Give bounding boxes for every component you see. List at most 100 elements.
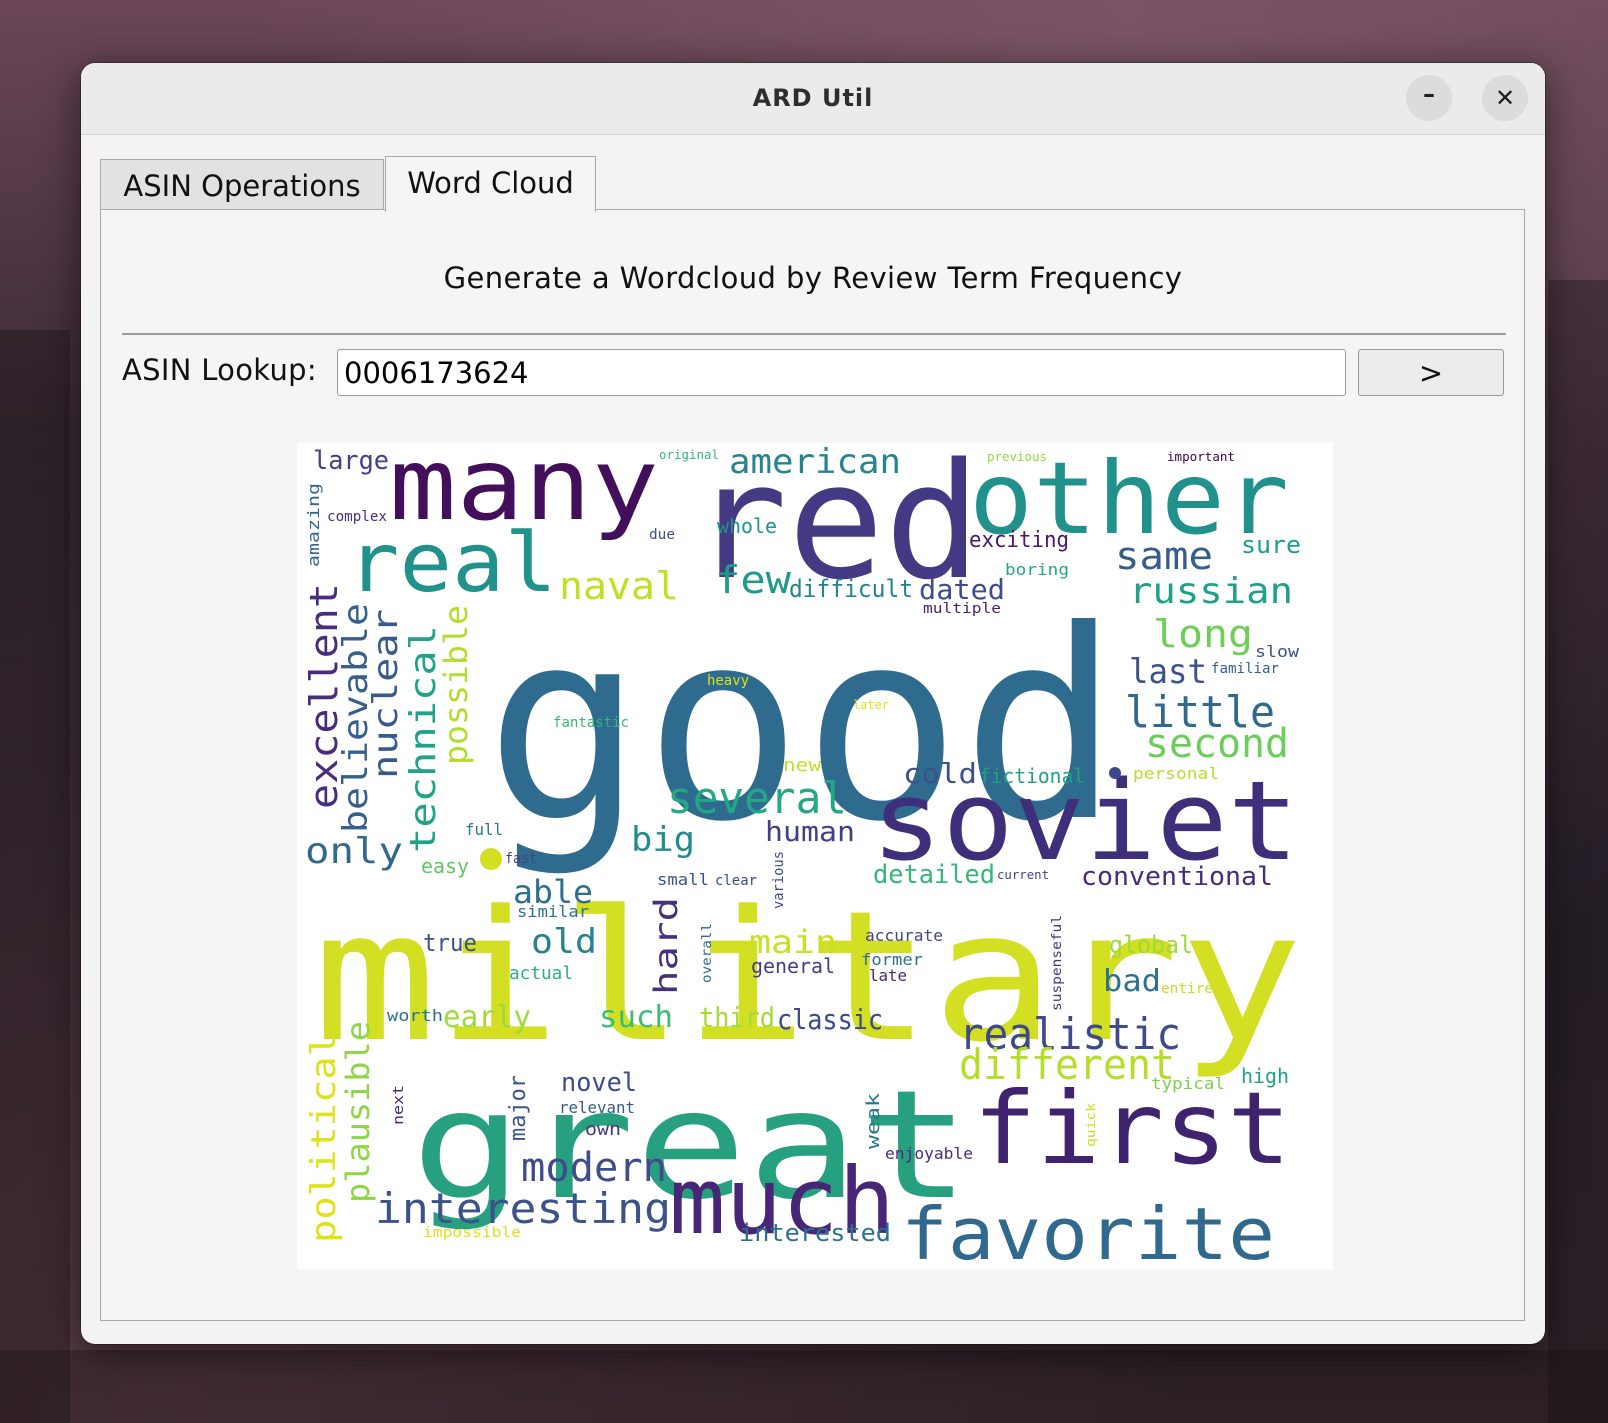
word-cloud-word-dated: dated bbox=[919, 573, 1005, 606]
word-cloud-word-boring: boring bbox=[1005, 560, 1069, 579]
word-cloud-word-possible: possible bbox=[437, 605, 475, 765]
word-cloud-word-realistic: realistic bbox=[959, 1009, 1181, 1060]
word-cloud-word-human: human bbox=[765, 815, 855, 848]
word-cloud-word-different: different bbox=[959, 1040, 1175, 1089]
word-cloud-word-true: true bbox=[423, 929, 477, 957]
word-cloud-word-russian: russian bbox=[1129, 571, 1293, 612]
word-cloud-word-due: due bbox=[649, 527, 675, 543]
word-cloud-word-american: american bbox=[729, 443, 901, 482]
generate-button[interactable]: > bbox=[1358, 349, 1504, 396]
word-cloud-word-second: second bbox=[1145, 721, 1289, 767]
word-cloud-word-various: various bbox=[771, 851, 787, 909]
divider bbox=[122, 333, 1506, 335]
word-cloud-word-personal: personal bbox=[1133, 764, 1219, 783]
word-cloud-word-complex: complex bbox=[327, 509, 387, 525]
word-cloud-word-former: former bbox=[861, 950, 923, 969]
word-cloud-word-previous: previous bbox=[987, 450, 1047, 464]
tab-asin-operations[interactable]: ASIN Operations bbox=[100, 159, 384, 210]
word-cloud-word-other: other bbox=[969, 443, 1289, 557]
word-cloud-word-cold: cold bbox=[903, 757, 977, 790]
word-cloud-word-amazing: amazing bbox=[304, 483, 323, 567]
app-window: ARD Util – ✕ ASIN Operations Word Cloud … bbox=[81, 63, 1545, 1344]
word-cloud-word-only: only bbox=[305, 831, 403, 872]
word-cloud-word-weak: weak bbox=[863, 1093, 884, 1149]
close-button[interactable]: ✕ bbox=[1482, 75, 1528, 121]
word-cloud-word-excellent: excellent bbox=[302, 583, 346, 809]
word-cloud-word-similar: similar bbox=[517, 902, 589, 921]
word-cloud-word-military: military bbox=[313, 873, 1303, 1082]
word-cloud-word-impossible: impossible bbox=[423, 1225, 521, 1241]
word-cloud-word-long: long bbox=[1153, 612, 1253, 656]
word-cloud-word-classic: classic bbox=[777, 1003, 883, 1036]
word-cloud-word-old: old bbox=[531, 922, 597, 962]
word-cloud-word-nuclear: nuclear bbox=[366, 609, 406, 779]
word-cloud-word-accurate: accurate bbox=[865, 926, 943, 945]
word-cloud-word-clear: clear bbox=[715, 873, 757, 889]
word-cloud-word-early: early bbox=[443, 1000, 531, 1035]
word-cloud-word-later: later bbox=[853, 698, 889, 712]
word-cloud-word-important: important bbox=[1167, 450, 1235, 464]
word-cloud-word-naval: naval bbox=[559, 564, 679, 608]
word-cloud-word-little: little bbox=[1125, 687, 1275, 738]
window-title: ARD Util bbox=[752, 84, 874, 112]
word-cloud-word-novel: novel bbox=[561, 1068, 637, 1098]
word-cloud-word-exciting: exciting bbox=[969, 528, 1069, 553]
word-cloud-word-great: great bbox=[411, 1059, 971, 1233]
word-cloud-word-major: major bbox=[506, 1075, 531, 1141]
word-cloud-word-worth: worth bbox=[387, 1006, 443, 1025]
word-cloud-word-actual: actual bbox=[509, 963, 573, 984]
word-cloud-word-much: much bbox=[669, 1148, 895, 1255]
word-cloud-word-plausible: plausible bbox=[339, 1021, 377, 1203]
word-cloud-word-relevant: relevant bbox=[559, 1098, 635, 1117]
word-cloud-word-real: real bbox=[347, 516, 557, 611]
word-cloud-word-good: good bbox=[485, 574, 1120, 879]
word-cloud-word-high: high bbox=[1241, 1064, 1289, 1088]
word-cloud-word-interested: interested bbox=[739, 1219, 891, 1247]
word-cloud-word-whole: whole bbox=[717, 514, 777, 538]
word-cloud-word-overall: overall bbox=[700, 923, 715, 983]
word-cloud-word-soviet: soviet bbox=[871, 757, 1299, 885]
word-cloud-word-technical: technical bbox=[403, 625, 444, 853]
title-bar[interactable]: ARD Util – ✕ bbox=[81, 63, 1545, 135]
word-cloud-word-political: political bbox=[304, 1033, 344, 1243]
background-building bbox=[0, 1350, 1608, 1423]
word-cloud-word-fantastic: fantastic bbox=[553, 715, 629, 731]
word-cloud-word-main: main bbox=[749, 923, 837, 961]
word-cloud-word-few: few bbox=[715, 558, 791, 602]
word-cloud-word-large: large bbox=[313, 446, 389, 476]
word-cloud-word-big: big bbox=[631, 820, 695, 860]
asin-input[interactable] bbox=[337, 349, 1346, 396]
word-cloud-word-entire: entire bbox=[1161, 981, 1213, 997]
word-cloud-word-easy: easy bbox=[421, 854, 469, 878]
word-cloud-word-own: own bbox=[585, 1119, 621, 1140]
word-cloud-word-such: such bbox=[599, 1000, 673, 1035]
word-cloud-word-new: new bbox=[783, 755, 821, 776]
tab-word-cloud[interactable]: Word Cloud bbox=[385, 156, 596, 212]
word-cloud-word-difficult: difficult bbox=[789, 575, 913, 603]
word-cloud-word-able: able bbox=[513, 873, 593, 911]
minimize-icon: – bbox=[1423, 80, 1435, 108]
background-building bbox=[1548, 280, 1608, 1423]
word-cloud-word-late: late bbox=[869, 966, 907, 985]
word-cloud-word-bad: bad bbox=[1103, 964, 1161, 999]
word-cloud-word-next: next bbox=[391, 1085, 407, 1125]
word-cloud-word-general: general bbox=[751, 954, 835, 978]
word-cloud-word-multiple: multiple bbox=[923, 601, 1001, 617]
word-cloud-word-detailed: detailed bbox=[873, 860, 995, 890]
minimize-button[interactable]: – bbox=[1406, 75, 1452, 121]
word-cloud-word-believable: believable bbox=[336, 603, 376, 833]
word-cloud-word-small: small bbox=[657, 870, 709, 889]
word-cloud-word-current: current bbox=[997, 868, 1049, 882]
word-cloud-word-modern: modern bbox=[521, 1145, 667, 1191]
word-cloud-word-familiar: familiar bbox=[1211, 661, 1279, 677]
page-heading: Generate a Wordcloud by Review Term Freq… bbox=[443, 261, 1183, 295]
word-cloud-word-heavy: heavy bbox=[707, 673, 749, 689]
background-building bbox=[0, 330, 70, 1423]
word-cloud-word-same: same bbox=[1115, 534, 1213, 578]
word-cloud-image: good military great red many other soviet first… bbox=[297, 443, 1333, 1269]
word-cloud-dot bbox=[1109, 767, 1121, 779]
word-cloud-word-red: red bbox=[691, 443, 981, 615]
word-cloud-word-global: global bbox=[1109, 931, 1193, 959]
close-icon: ✕ bbox=[1494, 84, 1516, 112]
